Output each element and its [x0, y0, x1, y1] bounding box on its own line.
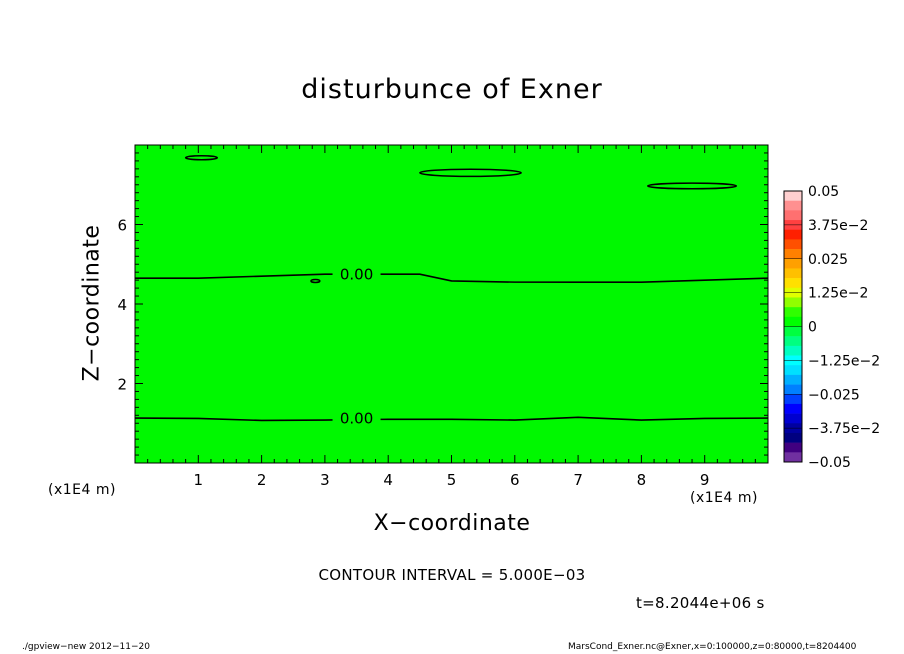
colorbar-label: −3.75e−2 — [808, 421, 880, 437]
colorbar-swatch — [784, 403, 802, 414]
x-unit-label-left: (x1E4 m) — [48, 482, 116, 498]
closed-contour — [646, 182, 738, 190]
contour-line — [380, 416, 769, 421]
colorbar-swatch — [784, 229, 802, 240]
x-tick-label: 8 — [637, 471, 647, 489]
x-axis-label: X−coordinate — [373, 511, 531, 536]
colorbar-swatch — [784, 307, 802, 318]
colorbar-swatch — [784, 442, 802, 453]
contour-line — [135, 273, 333, 279]
colorbar-label: −0.025 — [808, 387, 860, 403]
x-tick-label: 7 — [573, 471, 583, 489]
colorbar-swatch — [784, 268, 802, 279]
colorbar-swatch — [784, 374, 802, 385]
y-axis-label: Z−coordinate — [79, 224, 105, 382]
contour-line — [134, 417, 333, 422]
colorbar-swatch — [784, 394, 802, 405]
colorbar-swatch — [784, 239, 802, 250]
x-unit-label-right: (x1E4 m) — [690, 490, 758, 506]
colorbar-label: 3.75e−2 — [808, 218, 868, 234]
x-tick-label: 5 — [447, 471, 457, 489]
contour-line — [380, 273, 769, 283]
x-tick-label: 4 — [383, 471, 393, 489]
colorbar-swatch — [784, 413, 802, 424]
contour-labels: 0.00 0.00 — [340, 266, 373, 428]
colorbar-swatch — [784, 278, 802, 289]
colorbar-swatch — [784, 258, 802, 269]
colorbar-label: 0.025 — [808, 252, 848, 268]
footer-left: ./gpview−new 2012−11−20 — [22, 642, 150, 652]
plot-area — [135, 145, 768, 463]
colorbar-swatch — [784, 336, 802, 347]
contour-lines — [134, 154, 769, 422]
colorbar-label: 0.05 — [808, 184, 839, 200]
colorbar-swatch — [784, 191, 802, 201]
y-tick-label: 4 — [117, 296, 127, 314]
contour-interval-text: CONTOUR INTERVAL = 5.000E−03 — [318, 566, 586, 584]
axis-tick-labels: 1 2 3 4 5 6 7 8 9 2 4 6 — [117, 217, 709, 490]
colorbar-swatch — [784, 210, 802, 221]
colorbar-swatch — [784, 297, 802, 308]
x-tick-label: 9 — [700, 471, 710, 489]
footer-right: MarsCond_Exner.nc@Exner,x=0:100000,z=0:8… — [568, 642, 857, 652]
x-tick-label: 6 — [510, 471, 520, 489]
colorbar-label: −1.25e−2 — [808, 353, 880, 369]
closed-contour — [310, 278, 321, 284]
colorbar-swatch — [784, 365, 802, 376]
colorbar-label: 1.25e−2 — [808, 286, 868, 302]
chart-title: disturbunce of Exner — [301, 74, 603, 105]
axis-ticks — [135, 145, 768, 463]
colorbar-label: −0.05 — [808, 455, 851, 471]
colorbar-label: 0 — [808, 320, 817, 336]
colorbar-swatch — [784, 432, 802, 443]
closed-contour — [184, 154, 219, 161]
colorbar-swatch — [784, 452, 802, 463]
x-tick-label: 2 — [257, 471, 267, 489]
time-label: t=8.2044e+06 s — [636, 594, 765, 612]
colorbar-swatch — [784, 200, 802, 211]
y-tick-label: 2 — [117, 376, 127, 394]
closed-contour — [419, 168, 522, 178]
colorbar-swatch — [784, 326, 802, 337]
contour-label: 0.00 — [340, 266, 373, 284]
colorbar-swatch — [784, 249, 802, 260]
x-tick-label: 3 — [320, 471, 330, 489]
colorbar-swatch — [784, 384, 802, 395]
contour-label: 0.00 — [340, 409, 373, 427]
colorbar-labels: 0.05 3.75e−2 0.025 1.25e−2 0 −1.25e−2 −0.025 −3… — [808, 184, 880, 471]
y-tick-label: 6 — [117, 217, 127, 235]
colorbar-swatch — [784, 316, 802, 327]
colorbar-swatch — [784, 345, 802, 356]
x-tick-label: 1 — [194, 471, 204, 489]
colorbar — [783, 190, 803, 463]
